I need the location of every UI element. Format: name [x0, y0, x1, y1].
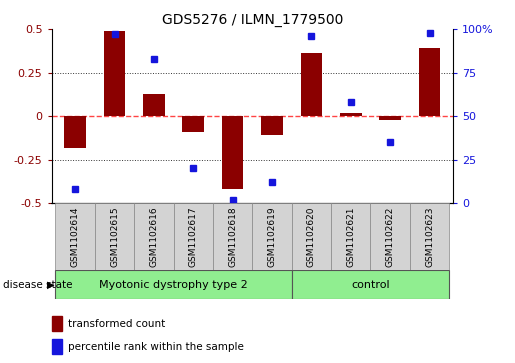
Bar — [182, 116, 204, 132]
Bar — [252, 203, 291, 270]
Text: disease state: disease state — [3, 280, 72, 290]
Bar — [134, 203, 174, 270]
Text: control: control — [351, 280, 390, 290]
Bar — [261, 116, 283, 135]
Text: GSM1102620: GSM1102620 — [307, 207, 316, 267]
Text: GSM1102618: GSM1102618 — [228, 207, 237, 267]
Bar — [370, 203, 410, 270]
Text: GSM1102622: GSM1102622 — [386, 207, 394, 267]
Bar — [331, 203, 370, 270]
Bar — [104, 31, 125, 116]
Bar — [56, 203, 95, 270]
Bar — [52, 339, 62, 354]
Bar — [222, 116, 244, 189]
Text: GSM1102615: GSM1102615 — [110, 207, 119, 267]
Text: Myotonic dystrophy type 2: Myotonic dystrophy type 2 — [99, 280, 248, 290]
Text: percentile rank within the sample: percentile rank within the sample — [67, 342, 244, 352]
Bar — [143, 94, 165, 116]
Bar — [340, 113, 362, 116]
Bar — [291, 270, 449, 299]
Bar — [52, 316, 62, 331]
Bar — [419, 48, 440, 116]
Bar — [410, 203, 449, 270]
Text: GSM1102621: GSM1102621 — [346, 207, 355, 267]
Title: GDS5276 / ILMN_1779500: GDS5276 / ILMN_1779500 — [162, 13, 343, 26]
Text: GSM1102614: GSM1102614 — [71, 207, 80, 267]
Bar — [213, 203, 252, 270]
Text: GSM1102619: GSM1102619 — [267, 207, 277, 267]
Bar — [174, 203, 213, 270]
Bar — [380, 116, 401, 120]
Text: GSM1102616: GSM1102616 — [149, 207, 159, 267]
Bar — [56, 270, 291, 299]
Text: GSM1102623: GSM1102623 — [425, 207, 434, 267]
Bar — [95, 203, 134, 270]
Text: GSM1102617: GSM1102617 — [189, 207, 198, 267]
Bar — [301, 53, 322, 116]
Text: transformed count: transformed count — [67, 319, 165, 329]
Bar — [291, 203, 331, 270]
Bar — [64, 116, 86, 147]
Text: ▶: ▶ — [47, 280, 55, 290]
